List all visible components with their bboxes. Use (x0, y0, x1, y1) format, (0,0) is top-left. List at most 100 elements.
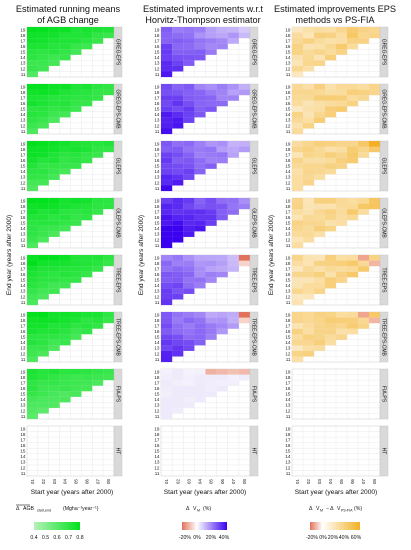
heatmap-cell (27, 163, 38, 169)
heatmap-cell (37, 84, 49, 90)
heatmap-cell (172, 214, 184, 221)
heatmap-cell (48, 402, 60, 408)
heatmap-cell (172, 317, 184, 324)
heatmap-cell (172, 271, 184, 278)
x-tick-label: 01 (30, 479, 35, 485)
heatmap-cell (183, 198, 195, 204)
heatmap-cell (161, 282, 173, 289)
y-tick-label: 13 (20, 61, 26, 66)
heatmap-cell (369, 84, 381, 90)
y-tick-label: 19 (285, 198, 291, 203)
heatmap-cell (183, 282, 195, 289)
y-tick-label: 12 (285, 237, 291, 242)
y-tick-label: 14 (285, 169, 291, 174)
legend-ht-title-units: (%) (203, 506, 211, 512)
heatmap-cell (227, 266, 239, 272)
heatmap-cell (292, 350, 304, 357)
y-tick-label: 12 (154, 465, 160, 470)
heatmap-cell (194, 168, 206, 175)
heatmap-cell (48, 38, 60, 44)
column-title-1: Estimated running means of AGB change (16, 4, 121, 25)
heatmap-cell (48, 168, 60, 175)
heatmap-cell (303, 328, 315, 335)
legend-agb-colorbar (34, 522, 80, 530)
y-tick-label: 14 (285, 454, 291, 459)
heatmap-cell (37, 43, 49, 50)
heatmap-cell (314, 220, 326, 226)
y-tick-label: 19 (285, 426, 291, 431)
x-tick-label: 08 (242, 479, 247, 485)
facet-strip (379, 425, 389, 477)
y-tick-label: 15 (154, 392, 160, 397)
heatmap-cell (183, 396, 195, 403)
heatmap-cell (369, 89, 381, 96)
y-tick-label: 18 (285, 375, 291, 380)
heatmap-cell (216, 157, 228, 164)
heatmap-cell (238, 317, 251, 324)
heatmap-cell (314, 231, 326, 237)
heatmap-cell (48, 106, 60, 112)
heatmap-cell (37, 345, 49, 351)
heatmap-cell (59, 271, 71, 278)
heatmap-cell (216, 266, 228, 272)
heatmap-cell (172, 168, 184, 175)
y-tick-label: 19 (20, 27, 26, 32)
heatmap-cell (303, 312, 315, 318)
column-title-3-line2: methods vs PS-FIA (295, 15, 375, 25)
y-tick-label: 15 (20, 392, 26, 397)
y-tick-label: 11 (286, 471, 291, 476)
heatmap-cell (205, 95, 217, 101)
y-tick-label: 12 (285, 408, 291, 413)
heatmap-cell (369, 260, 381, 267)
facet-panels: GREG-EPS191817161514131211GREG-EPS-CMB19… (20, 26, 389, 485)
heatmap-cell (292, 89, 304, 96)
heatmap-cell (292, 95, 304, 101)
heatmap-cell (92, 84, 104, 90)
heatmap-cell (172, 323, 184, 329)
y-tick-label: 18 (285, 90, 291, 95)
y-axis-label-col2: End year (years after 2000) (138, 215, 145, 295)
heatmap-cell (59, 317, 71, 324)
y-tick-label: 19 (154, 369, 160, 374)
heatmap-cell (216, 317, 228, 324)
heatmap-cell (48, 157, 60, 164)
y-tick-label: 13 (20, 460, 26, 465)
facet-strip (249, 425, 259, 477)
heatmap-cell (183, 95, 195, 101)
heatmap-cell (172, 350, 184, 357)
heatmap-cell (48, 141, 60, 147)
legend-ht-delta-symbol: Δ (186, 506, 190, 512)
heatmap-cell (358, 141, 370, 147)
legend-psfia-title-units: (%) (354, 506, 362, 512)
heatmap-cell (161, 385, 173, 392)
y-tick-label: 19 (285, 27, 291, 32)
heatmap-cell (59, 100, 71, 107)
heatmap-cell (48, 380, 60, 386)
y-tick-label: 11 (286, 414, 291, 419)
heatmap-cell (48, 111, 60, 118)
heatmap-cell (37, 260, 49, 267)
heatmap-cell (70, 334, 82, 340)
column-title-1-line1: Estimated running means (16, 4, 121, 14)
heatmap-cell (48, 100, 60, 107)
heatmap-cell (205, 89, 217, 96)
heatmap-cell (205, 380, 217, 386)
heatmap-cell (183, 38, 195, 44)
heatmap-cell (347, 214, 359, 221)
y-tick-label: 12 (20, 465, 26, 470)
heatmap-cell (70, 84, 82, 90)
heatmap-cell (183, 111, 195, 118)
heatmap-cell (325, 141, 337, 147)
y-tick-label: 13 (285, 118, 291, 123)
heatmap-cell (194, 312, 206, 318)
heatmap-cell (292, 312, 304, 318)
heatmap-cell (161, 54, 173, 61)
heatmap-cell (37, 231, 49, 237)
y-tick-label: 17 (20, 95, 26, 100)
heatmap-cell (347, 323, 359, 329)
heatmap-cell (227, 141, 239, 147)
heatmap-cell (27, 214, 38, 221)
heatmap-cell (92, 27, 104, 33)
